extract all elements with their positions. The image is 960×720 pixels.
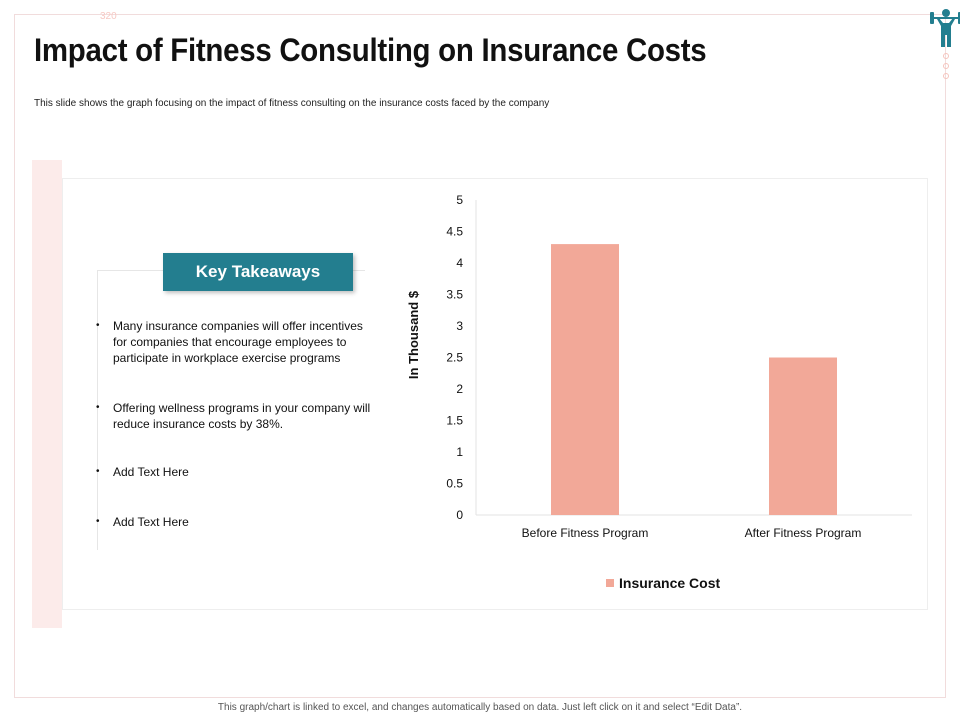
weightlifter-icon (930, 9, 960, 47)
y-tick-label: 4.5 (446, 225, 463, 239)
x-tick-label: After Fitness Program (745, 526, 862, 540)
y-tick-label: 1 (456, 445, 463, 459)
y-tick-label: 0 (456, 508, 463, 522)
accent-side-panel (32, 160, 62, 628)
list-item: • Add Text Here (96, 464, 376, 480)
y-axis-title: In Thousand $ (406, 290, 421, 379)
bar (551, 244, 619, 515)
y-tick-label: 0.5 (446, 477, 463, 491)
list-item-text: Add Text Here (113, 465, 189, 479)
legend-label: Insurance Cost (619, 575, 720, 591)
bullet-icon: • (96, 402, 100, 413)
list-item: • Add Text Here (96, 514, 376, 530)
y-tick-label: 5 (456, 193, 463, 207)
list-item-text: Many insurance companies will offer ince… (113, 319, 363, 365)
list-item-text: Offering wellness programs in your compa… (113, 401, 371, 431)
list-item: • Many insurance companies will offer in… (96, 318, 376, 366)
legend-swatch (606, 579, 614, 587)
bullet-icon: • (96, 466, 100, 477)
bar (769, 357, 837, 515)
page-title: Impact of Fitness Consulting on Insuranc… (34, 32, 707, 68)
decorative-dots-icon (943, 53, 949, 79)
footer-note: This graph/chart is linked to excel, and… (217, 702, 743, 713)
decorative-mark-icon: 320 (100, 11, 117, 22)
key-takeaways-header: Key Takeaways (163, 253, 353, 291)
y-tick-label: 4 (456, 256, 463, 270)
page-subtitle: This slide shows the graph focusing on t… (34, 98, 550, 109)
y-tick-label: 3.5 (446, 288, 463, 302)
y-tick-label: 3 (456, 319, 463, 333)
svg-text:320: 320 (100, 11, 117, 22)
y-tick-label: 2 (456, 382, 463, 396)
x-tick-label: Before Fitness Program (522, 526, 649, 540)
list-item: • Offering wellness programs in your com… (96, 400, 376, 432)
y-tick-label: 2.5 (446, 351, 463, 365)
list-item-text: Add Text Here (113, 515, 189, 529)
slide-frame (14, 14, 946, 698)
bullet-icon: • (96, 320, 100, 331)
bullet-icon: • (96, 516, 100, 527)
y-tick-label: 1.5 (446, 414, 463, 428)
